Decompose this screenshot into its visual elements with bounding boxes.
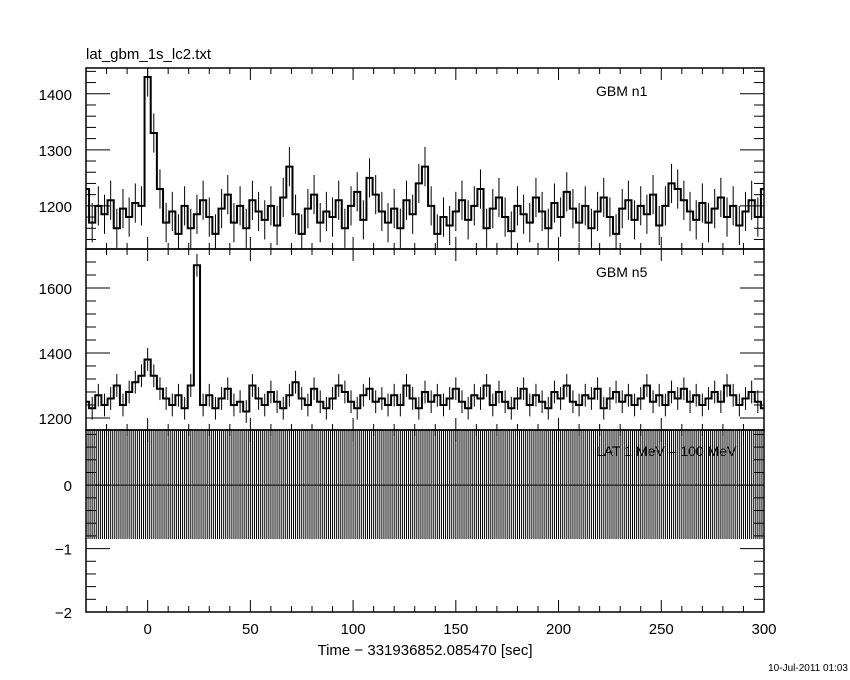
y-tick-label: 1200 (39, 199, 72, 216)
y-tick-label: −2 (55, 605, 72, 622)
x-axis-label: Time − 331936852.085470 [sec] (317, 642, 532, 659)
x-tick-label: 300 (751, 621, 776, 638)
y-tick-label: 1400 (39, 346, 72, 363)
series-line (86, 75, 764, 235)
x-tick-label: 50 (242, 621, 259, 638)
panel-1-data (86, 253, 764, 423)
panel-2-data (86, 430, 764, 540)
panel-0-data (86, 68, 764, 249)
panel-label-gbm-n1: GBM n1 (596, 83, 648, 99)
panel-label-lat: LAT 1 MeV – 100 MeV (596, 443, 737, 459)
panel-label-gbm-n5: GBM n5 (596, 264, 648, 280)
y-tick-label: 1400 (39, 87, 72, 104)
panel-frame (85, 429, 765, 613)
x-tick-label: 200 (546, 621, 571, 638)
chart-title: lat_gbm_1s_lc2.txt (86, 46, 212, 63)
y-tick-label: 1600 (39, 281, 72, 298)
x-tick-label: 100 (341, 621, 366, 638)
timestamp: 10-Jul-2011 01:03 (768, 663, 848, 674)
x-tick-label: 150 (443, 621, 468, 638)
series-line (86, 264, 764, 413)
y-tick-label: 0 (64, 478, 72, 495)
y-tick-label: −1 (55, 542, 72, 559)
x-tick-label: 250 (649, 621, 674, 638)
y-tick-label: 1300 (39, 143, 72, 160)
y-tick-label: 1200 (39, 411, 72, 428)
x-tick-label: 0 (143, 621, 151, 638)
